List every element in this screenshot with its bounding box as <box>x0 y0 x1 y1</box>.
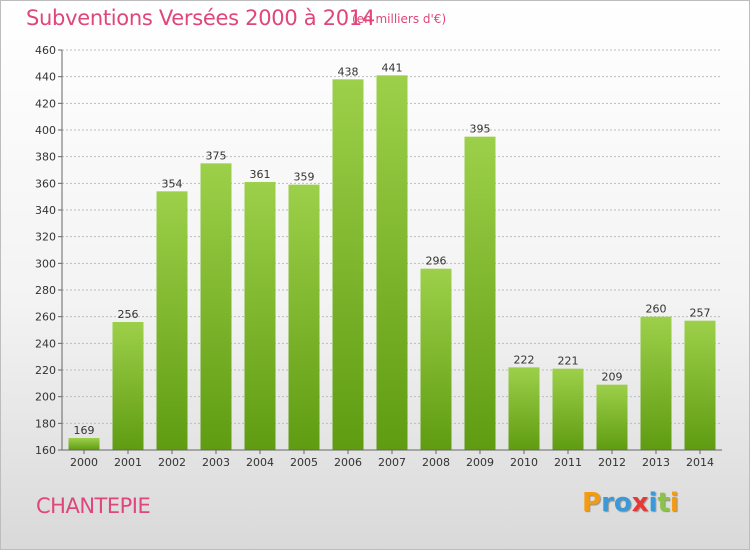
y-tick-label: 260 <box>35 311 56 324</box>
y-tick-label: 320 <box>35 231 56 244</box>
bar <box>332 79 364 450</box>
bar-value-label: 375 <box>206 149 227 162</box>
bar <box>288 184 320 450</box>
bar-value-label: 221 <box>558 355 579 368</box>
bar <box>244 182 276 450</box>
y-tick-label: 360 <box>35 177 56 190</box>
x-tick-label: 2006 <box>334 456 362 469</box>
x-tick-label: 2005 <box>290 456 318 469</box>
commune-name: CHANTEPIE <box>36 494 151 518</box>
bar-value-label: 395 <box>470 123 491 136</box>
y-tick-label: 220 <box>35 364 56 377</box>
y-tick-label: 440 <box>35 71 56 84</box>
x-tick-label: 2003 <box>202 456 230 469</box>
x-tick-label: 2002 <box>158 456 186 469</box>
proxiti-logo: Proxiti <box>582 488 679 518</box>
bar-value-label: 209 <box>602 371 623 384</box>
bar <box>552 368 584 450</box>
bar-value-label: 359 <box>294 171 315 184</box>
x-tick-label: 2009 <box>466 456 494 469</box>
y-tick-label: 180 <box>35 417 56 430</box>
x-tick-label: 2008 <box>422 456 450 469</box>
bar <box>112 322 144 450</box>
bar-value-label: 222 <box>514 353 535 366</box>
bar-value-label: 260 <box>646 303 667 316</box>
y-tick-label: 460 <box>35 44 56 57</box>
x-tick-label: 2001 <box>114 456 142 469</box>
x-tick-label: 2004 <box>246 456 274 469</box>
bar <box>508 367 540 450</box>
y-tick-label: 380 <box>35 151 56 164</box>
bar <box>464 136 496 450</box>
bar-value-label: 296 <box>426 255 447 268</box>
y-tick-label: 340 <box>35 204 56 217</box>
bar <box>200 163 232 451</box>
y-tick-label: 160 <box>35 444 56 457</box>
bar <box>640 316 672 450</box>
bar-value-label: 169 <box>74 424 95 437</box>
x-tick-label: 2010 <box>510 456 538 469</box>
bar <box>684 320 716 450</box>
y-tick-label: 420 <box>35 97 56 110</box>
bar-value-label: 441 <box>382 61 403 74</box>
bar-value-label: 257 <box>690 307 711 320</box>
bar <box>596 384 628 450</box>
bar-value-label: 256 <box>118 308 139 321</box>
bar <box>420 268 452 450</box>
chart-unit: (en milliers d'€) <box>352 12 447 26</box>
y-tick-label: 400 <box>35 124 56 137</box>
x-tick-label: 2000 <box>70 456 98 469</box>
y-tick-label: 240 <box>35 337 56 350</box>
bar <box>156 191 188 451</box>
y-tick-label: 300 <box>35 257 56 270</box>
bar <box>68 438 100 450</box>
x-tick-label: 2011 <box>554 456 582 469</box>
chart-title: Subventions Versées 2000 à 2014 <box>26 6 375 30</box>
x-tick-label: 2013 <box>642 456 670 469</box>
y-tick-label: 200 <box>35 391 56 404</box>
bar <box>376 75 408 450</box>
bar-value-label: 354 <box>162 177 183 190</box>
x-tick-label: 2012 <box>598 456 626 469</box>
x-tick-label: 2007 <box>378 456 406 469</box>
y-tick-label: 280 <box>35 284 56 297</box>
x-tick-label: 2014 <box>686 456 714 469</box>
bar-value-label: 361 <box>250 168 271 181</box>
bar-value-label: 438 <box>338 65 359 78</box>
